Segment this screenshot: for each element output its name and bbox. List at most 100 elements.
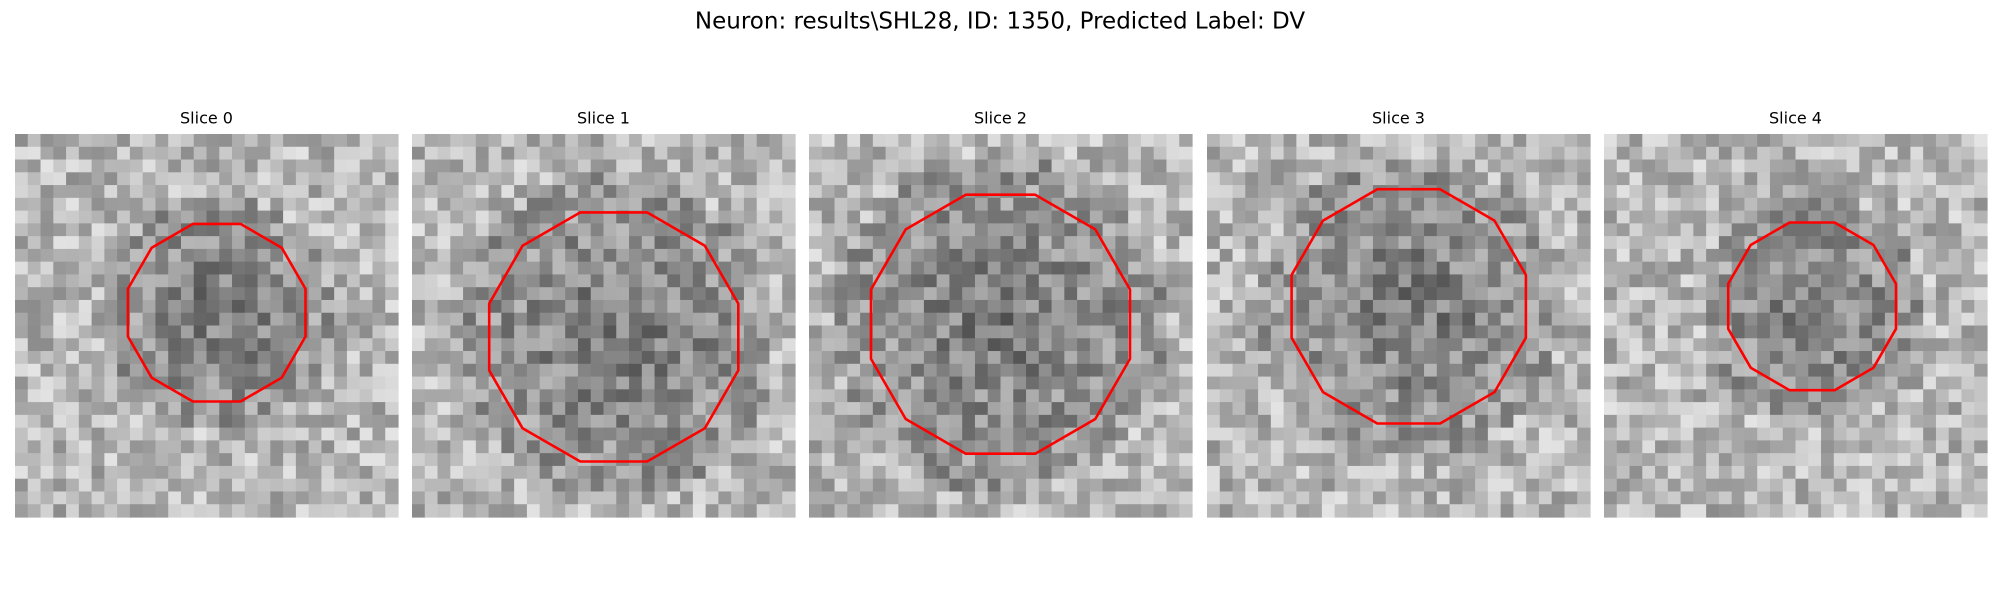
pixel <box>756 248 771 263</box>
pixel <box>1140 197 1155 212</box>
pixel <box>1283 478 1297 493</box>
pixel <box>1577 223 1591 237</box>
pixel <box>590 325 605 339</box>
pixel <box>1487 248 1502 263</box>
pixel <box>974 478 989 493</box>
pixel <box>949 159 963 173</box>
pixel <box>1513 236 1527 250</box>
pixel <box>1680 491 1694 505</box>
pixel <box>1462 414 1476 429</box>
panel-title: Slice 4 <box>1769 109 1822 128</box>
pixel <box>1207 504 1221 518</box>
pixel <box>923 478 938 493</box>
pixel <box>539 465 554 480</box>
pixel <box>1693 248 1707 263</box>
pixel <box>692 223 707 237</box>
pixel <box>463 248 477 263</box>
pixel <box>1140 236 1155 250</box>
pixel <box>1769 299 1784 314</box>
pixel <box>1153 236 1168 250</box>
pixel <box>718 351 732 365</box>
pixel <box>1424 478 1438 493</box>
pixel <box>104 363 118 378</box>
pixel <box>1398 338 1412 352</box>
pixel <box>667 287 681 301</box>
pixel <box>1564 236 1578 250</box>
pixel <box>1219 274 1234 288</box>
pixel <box>1372 414 1387 429</box>
pixel <box>1655 504 1669 518</box>
pixel <box>1757 312 1771 327</box>
pixel <box>565 427 579 441</box>
pixel <box>104 146 118 161</box>
pixel <box>641 338 656 352</box>
pixel <box>1385 223 1400 237</box>
pixel <box>334 185 348 199</box>
pixel <box>1859 185 1873 199</box>
pixel <box>1128 223 1142 237</box>
pixel <box>718 427 732 441</box>
pixel <box>117 376 131 390</box>
pixel <box>1207 453 1221 467</box>
pixel <box>1744 427 1758 441</box>
pixel <box>257 223 271 237</box>
pixel <box>180 287 195 301</box>
pixel <box>1948 402 1963 416</box>
pixel <box>463 287 477 301</box>
pixel <box>705 427 719 441</box>
pixel <box>1872 312 1886 327</box>
pixel <box>91 338 105 352</box>
pixel <box>412 159 426 173</box>
pixel <box>1283 134 1297 148</box>
pixel <box>949 274 963 288</box>
pixel <box>1833 274 1848 288</box>
pixel <box>1462 504 1476 518</box>
pixel <box>1207 134 1221 148</box>
pixel <box>40 299 54 314</box>
pixel <box>27 210 42 224</box>
pixel <box>1667 504 1682 518</box>
pixel <box>756 312 771 327</box>
pixel <box>334 172 348 186</box>
pixel <box>346 248 361 263</box>
pixel <box>1270 146 1285 161</box>
pixel <box>1526 376 1540 390</box>
pixel <box>385 376 399 390</box>
pixel <box>885 427 899 441</box>
pixel <box>1526 274 1540 288</box>
pixel <box>206 453 220 467</box>
pixel <box>1411 274 1425 288</box>
pixel <box>514 491 528 505</box>
pixel <box>1935 185 1950 199</box>
pixel <box>1629 146 1643 161</box>
pixel <box>1334 172 1349 186</box>
pixel <box>1795 351 1809 365</box>
pixel <box>1513 159 1527 173</box>
pixel <box>1077 338 1091 352</box>
pixel <box>860 504 874 518</box>
pixel <box>1372 338 1387 352</box>
pixel <box>577 287 592 301</box>
pixel <box>936 338 951 352</box>
pixel <box>295 185 310 199</box>
pixel <box>1372 274 1387 288</box>
pixel <box>1166 134 1180 148</box>
pixel <box>1179 223 1193 237</box>
pixel <box>78 351 93 365</box>
pixel <box>923 172 938 186</box>
pixel <box>1449 465 1463 480</box>
pixel <box>180 261 195 276</box>
pixel <box>834 465 848 480</box>
pixel <box>104 261 118 276</box>
pixel <box>142 134 157 148</box>
pixel <box>539 159 554 173</box>
pixel <box>1706 414 1720 429</box>
pixel <box>321 453 335 467</box>
pixel <box>1961 414 1975 429</box>
pixel <box>1207 274 1221 288</box>
pixel <box>193 453 208 467</box>
pixel <box>1884 376 1899 390</box>
pixel <box>809 389 823 403</box>
pixel <box>1398 287 1412 301</box>
pixel <box>1974 453 1988 467</box>
